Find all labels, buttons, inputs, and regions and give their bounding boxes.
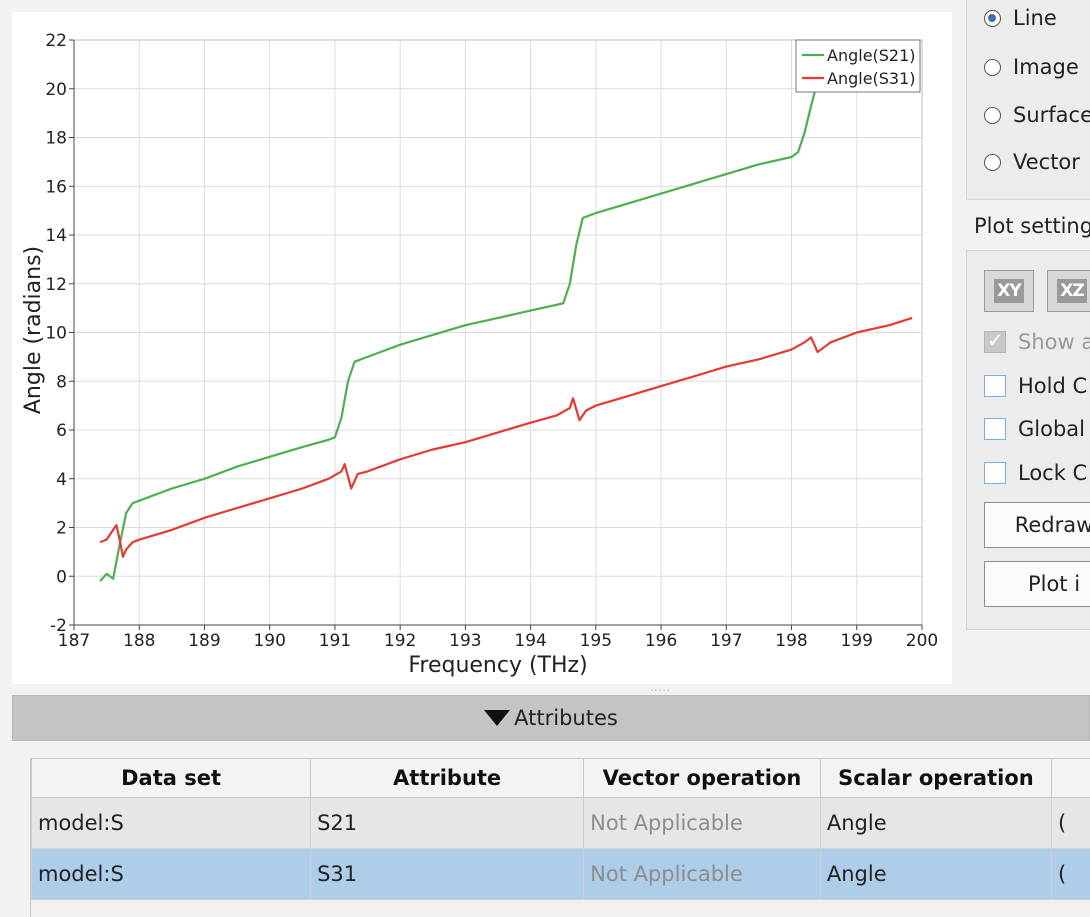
y-tick-label: -2 — [50, 616, 67, 636]
cell-scalar-operation[interactable]: Angle — [819, 797, 1052, 849]
column-header-extra[interactable] — [1050, 758, 1090, 798]
y-tick-label: 16 — [45, 177, 67, 197]
attributes-header-label: Attributes — [514, 706, 618, 730]
radio-line-indicator[interactable] — [984, 9, 1001, 27]
x-tick-label: 195 — [580, 631, 612, 651]
x-axis-label: Frequency (THz) — [408, 653, 587, 678]
table-row[interactable]: model:S S21 Not Applicable Angle ( — [31, 797, 1090, 849]
legend-entry-label: Angle(S21) — [827, 46, 916, 65]
legend-box — [795, 39, 921, 93]
x-tick-label: 194 — [514, 631, 546, 651]
table-header-row: Data set Attribute Vector operation Scal… — [31, 758, 1090, 798]
show-axes-checkbox-row[interactable]: Show a — [984, 327, 1090, 357]
splitter-handle[interactable]: ····· — [650, 686, 671, 697]
xz-view-label: XZ — [1057, 279, 1087, 303]
series-line-1 — [99, 316, 913, 558]
cell-dataset[interactable]: model:S — [31, 848, 312, 900]
xz-view-button[interactable]: XZ — [1047, 270, 1090, 312]
show-axes-label: Show a — [1018, 330, 1090, 354]
radio-image-indicator[interactable] — [984, 58, 1001, 76]
attributes-table-container: Data set Attribute Vector operation Scal… — [30, 758, 1090, 917]
redraw-label: Redraw — [1014, 513, 1090, 537]
legend-entry-label: Angle(S31) — [827, 69, 916, 88]
radio-vector-label: Vector — [1013, 150, 1080, 174]
line-chart[interactable]: 187 188 189 190 191 192 193 194 195 196 197 198 199 2… — [12, 12, 952, 684]
x-tick-label: 189 — [188, 631, 220, 651]
y-tick-label: 12 — [45, 275, 67, 295]
chart-legend: Angle(S21) Angle(S31) — [795, 39, 921, 93]
series-line-0 — [99, 64, 826, 582]
x-tick-label: 197 — [710, 631, 742, 651]
y-tick-label: 0 — [56, 567, 67, 587]
x-tick-label: 196 — [645, 631, 677, 651]
radio-line-label: Line — [1013, 6, 1057, 30]
y-tick-label: 20 — [45, 80, 67, 100]
x-tick-label: 190 — [253, 631, 285, 651]
collapse-triangle-icon — [484, 710, 511, 726]
y-tick-label: 10 — [45, 324, 67, 344]
y-axis-label: Angle (radians) — [21, 246, 46, 414]
plot-settings-title: Plot settings — [974, 214, 1090, 238]
cell-scalar-operation[interactable]: Angle — [819, 848, 1052, 900]
global-checkbox-row[interactable]: Global — [984, 414, 1085, 444]
radio-line[interactable]: Line — [984, 4, 1057, 32]
cell-vector-operation[interactable]: Not Applicable — [583, 797, 821, 849]
radio-vector[interactable]: Vector — [984, 148, 1080, 176]
y-tick-label: 2 — [56, 519, 67, 539]
radio-vector-indicator[interactable] — [984, 153, 1001, 171]
y-tick-label: 4 — [56, 470, 67, 490]
lock-checkbox[interactable] — [984, 462, 1006, 484]
y-tick-label: 6 — [56, 421, 67, 441]
column-header-dataset[interactable]: Data set — [31, 758, 312, 798]
cell-extra[interactable]: ( — [1050, 797, 1090, 849]
cell-attribute[interactable]: S21 — [310, 797, 585, 849]
column-header-vector-operation[interactable]: Vector operation — [583, 758, 821, 798]
table-row[interactable]: model:S S31 Not Applicable Angle ( — [31, 848, 1090, 900]
redraw-button[interactable]: Redraw — [984, 502, 1090, 548]
global-label: Global — [1018, 417, 1085, 441]
lock-checkbox-row[interactable]: Lock C — [984, 458, 1087, 488]
y-tick-label: 14 — [45, 226, 67, 246]
x-tick-label: 191 — [319, 631, 351, 651]
attributes-table: Data set Attribute Vector operation Scal… — [31, 758, 1090, 900]
x-tick-label: 200 — [906, 631, 938, 651]
lock-label: Lock C — [1018, 461, 1088, 485]
show-axes-checkbox[interactable] — [984, 328, 1006, 353]
column-header-scalar-operation[interactable]: Scalar operation — [819, 758, 1052, 798]
y-tick-label: 22 — [45, 31, 67, 51]
attributes-collapse-header[interactable]: Attributes — [12, 695, 1090, 741]
radio-image-label: Image — [1013, 55, 1079, 79]
cell-attribute[interactable]: S31 — [310, 848, 585, 900]
x-tick-label: 188 — [123, 631, 155, 651]
x-tick-label: 187 — [58, 631, 90, 651]
radio-image[interactable]: Image — [984, 53, 1079, 81]
hold-label: Hold C — [1018, 374, 1088, 398]
plot-panel[interactable]: 187 188 189 190 191 192 193 194 195 196 197 198 199 2… — [12, 12, 952, 684]
x-tick-label: 199 — [841, 631, 873, 651]
plot-in-label: Plot i — [1027, 572, 1081, 596]
column-header-attribute[interactable]: Attribute — [310, 758, 585, 798]
radio-surface[interactable]: Surface — [984, 101, 1090, 129]
x-tick-label: 193 — [449, 631, 481, 651]
cell-vector-operation[interactable]: Not Applicable — [583, 848, 821, 900]
plot-in-button[interactable]: Plot i — [984, 561, 1090, 607]
xy-view-label: XY — [994, 279, 1024, 303]
radio-surface-indicator[interactable] — [984, 106, 1001, 124]
global-checkbox[interactable] — [984, 418, 1006, 440]
right-settings-panel: Line Image Surface Vector Plot settings … — [966, 0, 1090, 690]
x-tick-label: 198 — [775, 631, 807, 651]
hold-checkbox[interactable] — [984, 375, 1006, 397]
xy-view-button[interactable]: XY — [984, 270, 1034, 312]
y-tick-label: 18 — [45, 129, 67, 149]
y-tick-label: 8 — [56, 372, 67, 392]
cell-extra[interactable]: ( — [1050, 848, 1090, 900]
hold-checkbox-row[interactable]: Hold C — [984, 371, 1087, 401]
x-tick-label: 192 — [384, 631, 416, 651]
radio-surface-label: Surface — [1013, 103, 1090, 127]
cell-dataset[interactable]: model:S — [31, 797, 312, 849]
